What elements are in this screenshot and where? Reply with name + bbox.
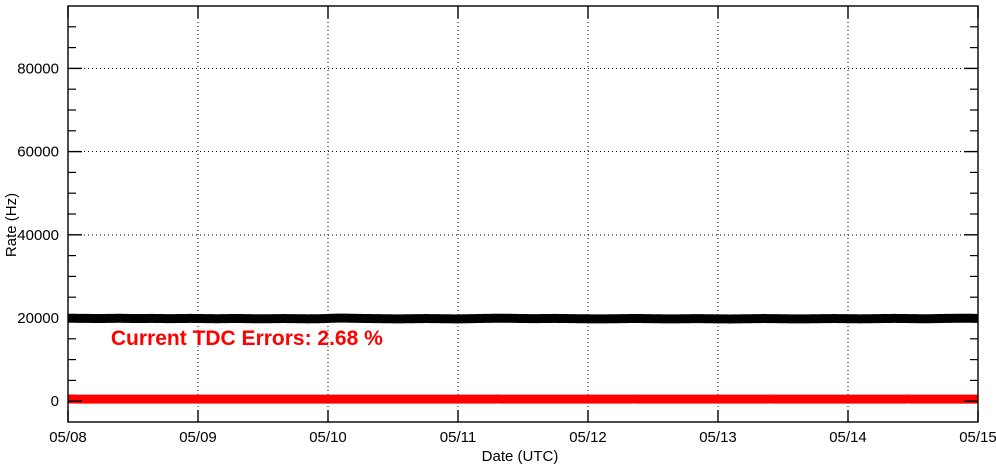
data-series (68, 313, 978, 324)
x-axis-tick-label: 05/11 (440, 429, 476, 446)
y-axis-ticks (68, 26, 978, 402)
x-axis-ticks (67, 6, 979, 422)
annotation-layer: Current TDC Errors: 2.68 % (111, 327, 383, 350)
x-axis-tick-label: 05/14 (829, 429, 867, 446)
x-axis-tick-label: 05/15 (959, 429, 996, 446)
y-axis-tick-labels: 0 20000 40000 60000 80000 (17, 60, 59, 410)
x-axis-tick-label: 05/12 (569, 429, 607, 446)
y-axis-tick-label: 60000 (17, 144, 59, 161)
vertical-gridlines (197, 6, 849, 422)
x-axis-title: Date (UTC) (482, 448, 559, 465)
x-axis-tick-label: 05/09 (179, 429, 217, 446)
series-line (68, 313, 978, 324)
y-axis-tick-label: 40000 (17, 227, 59, 244)
y-axis-tick-label: 80000 (17, 60, 59, 77)
x-axis-tick-label: 05/13 (699, 429, 737, 446)
y-axis-title: Rate (Hz) (3, 193, 20, 257)
x-axis-tick-label: 05/10 (309, 429, 347, 446)
y-axis-tick-label: 0 (51, 393, 59, 410)
tdc-error-annotation: Current TDC Errors: 2.68 % (111, 327, 383, 350)
data-series-layer (68, 313, 978, 404)
x-axis-tick-label: 05/08 (49, 429, 87, 446)
y-axis-tick-label: 20000 (17, 310, 59, 327)
x-axis-tick-labels: 05/08 05/09 05/10 05/11 05/12 05/13 05/14 05/15 (49, 429, 996, 446)
